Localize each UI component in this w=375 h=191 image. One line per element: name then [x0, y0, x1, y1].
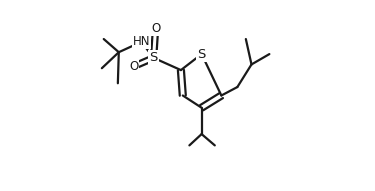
Text: O: O: [129, 60, 138, 73]
Text: S: S: [197, 48, 206, 61]
Text: HN: HN: [133, 35, 150, 48]
Text: S: S: [149, 51, 158, 64]
Text: O: O: [151, 22, 160, 35]
